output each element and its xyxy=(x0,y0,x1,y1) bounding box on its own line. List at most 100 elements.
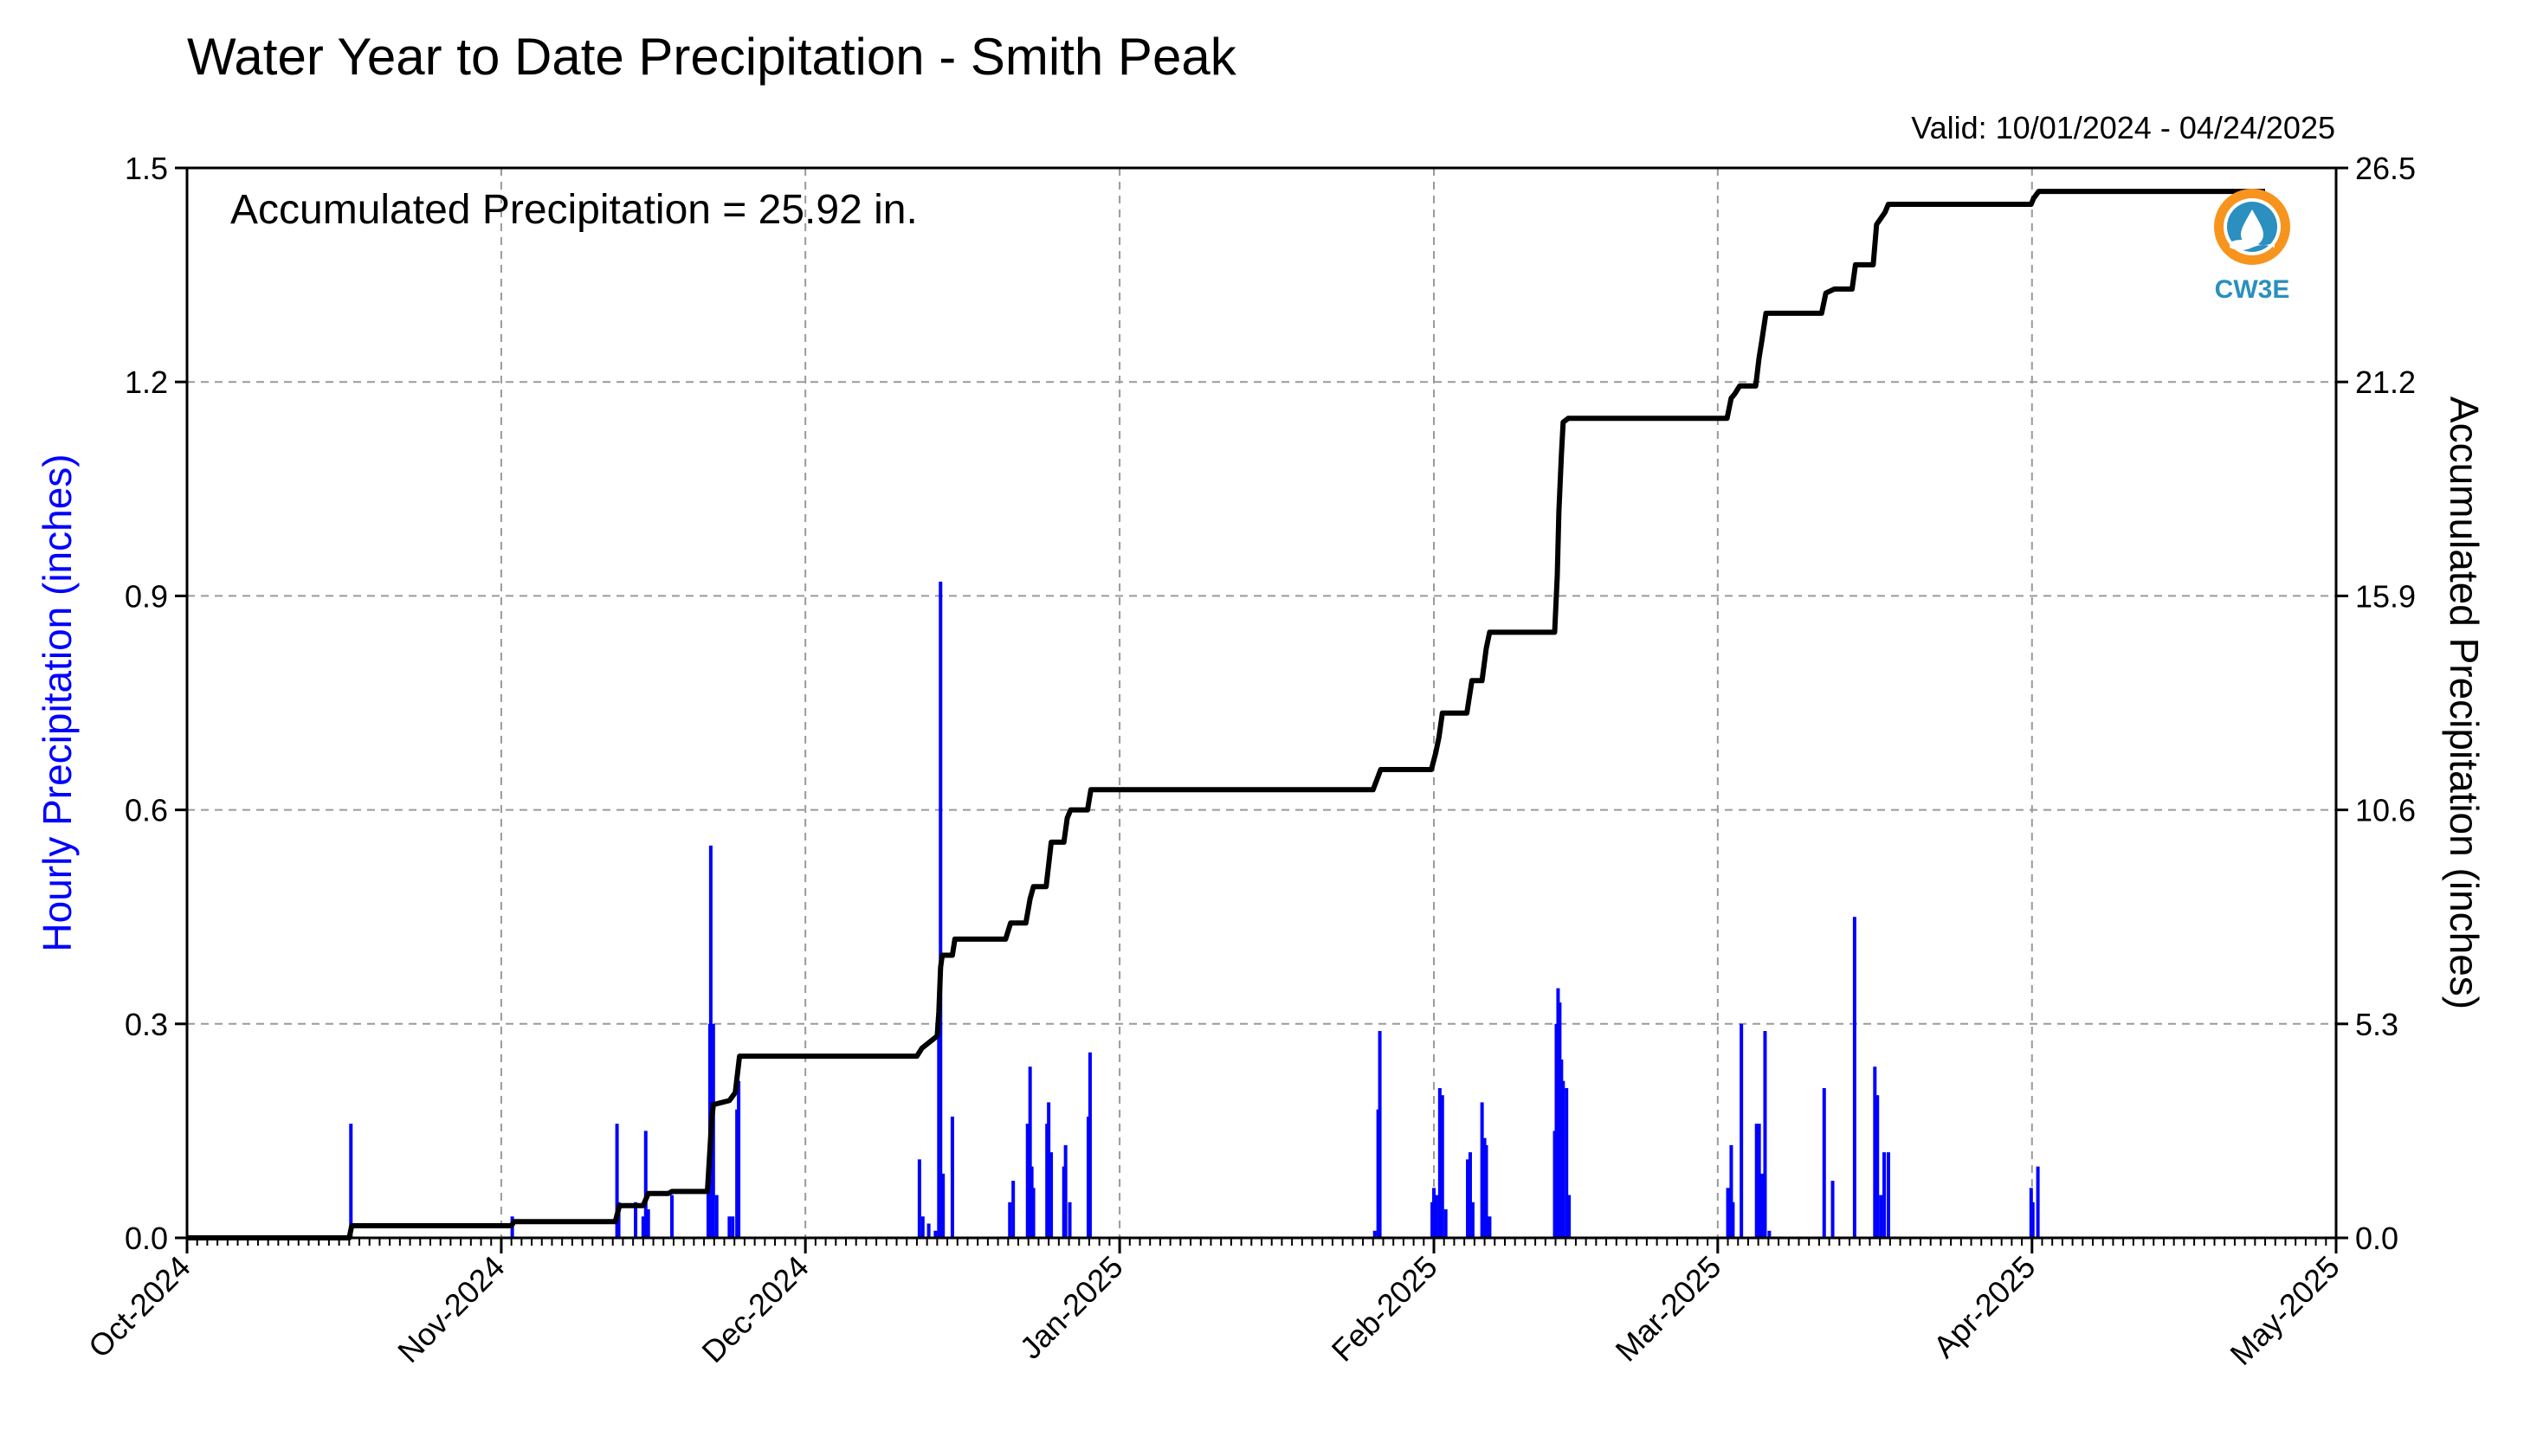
y-right-tick-label: 15.9 xyxy=(2355,578,2416,614)
y-left-tick-label: 0.6 xyxy=(125,793,168,828)
x-tick-label: Nov-2024 xyxy=(391,1249,511,1369)
x-tick-label: Dec-2024 xyxy=(694,1249,815,1369)
hourly-bar xyxy=(1063,1144,1068,1238)
hourly-bar xyxy=(727,1216,732,1238)
x-tick-label: Mar-2025 xyxy=(1609,1249,1728,1369)
hourly-bar xyxy=(1729,1144,1733,1238)
hourly-bar xyxy=(1484,1144,1488,1238)
hourly-bars xyxy=(349,581,2040,1238)
y-right-tick-label: 26.5 xyxy=(2355,151,2416,186)
hourly-bar xyxy=(1488,1216,1492,1238)
hourly-bar xyxy=(1763,1031,1767,1238)
hourly-bar xyxy=(1025,1124,1030,1238)
x-tick-label: Feb-2025 xyxy=(1325,1249,1444,1369)
valid-date-range: Valid: 10/01/2024 - 04/24/2025 xyxy=(1911,110,2335,145)
hourly-bar xyxy=(646,1209,650,1238)
hourly-bar xyxy=(1875,1095,1880,1238)
x-tick-label: Jan-2025 xyxy=(1013,1249,1130,1366)
hourly-bar xyxy=(737,1080,741,1238)
hourly-bar xyxy=(1740,1023,1744,1238)
hourly-bar xyxy=(1759,1173,1764,1238)
hourly-bar xyxy=(714,1195,719,1238)
hourly-bar xyxy=(950,1116,954,1238)
hourly-bar xyxy=(920,1216,925,1238)
y-left-tick-label: 1.5 xyxy=(125,151,168,186)
hourly-bar xyxy=(1567,1195,1572,1238)
accumulated-annotation: Accumulated Precipitation = 25.92 in. xyxy=(230,187,918,233)
y-left-tick-label: 0.0 xyxy=(125,1221,168,1256)
cw3e-logo-icon: CW3E xyxy=(2214,189,2290,304)
hourly-bar xyxy=(1443,1209,1448,1238)
chart-title: Water Year to Date Precipitation - Smith… xyxy=(187,28,1237,86)
hourly-bar xyxy=(1008,1202,1012,1238)
hourly-bar xyxy=(634,1202,638,1238)
accumulated-line xyxy=(187,189,2265,1240)
hourly-bar xyxy=(1480,1102,1484,1238)
hourly-bar xyxy=(1561,1080,1565,1238)
hourly-bar xyxy=(1068,1202,1072,1238)
hourly-bar xyxy=(1767,1230,1772,1238)
hourly-bar xyxy=(1873,1066,1877,1238)
accumulated-line-layer xyxy=(187,189,2265,1240)
hourly-bar xyxy=(1879,1195,1883,1238)
hourly-bar xyxy=(1468,1152,1472,1238)
hourly-bar xyxy=(933,1230,938,1238)
hourly-bar xyxy=(1470,1202,1475,1238)
hourly-bar xyxy=(1432,1188,1436,1238)
hourly-bar xyxy=(1049,1152,1054,1238)
y-axis-right-label: Accumulated Precipitation (inches) xyxy=(2442,396,2487,1009)
hourly-bar xyxy=(1378,1031,1382,1238)
hourly-bar xyxy=(1852,917,1856,1238)
tick-labels: 0.0 0.3 0.6 0.9 1.2 1.5 0.0 5.3 10.6 15.9 21.2 26.5… xyxy=(81,151,2416,1372)
hourly-bar xyxy=(643,1131,648,1238)
hourly-bar xyxy=(641,1216,645,1238)
hourly-bar xyxy=(1754,1124,1759,1238)
plot-frame xyxy=(185,166,2338,1240)
axis-ticks xyxy=(175,166,2348,1253)
x-tick-label: May-2025 xyxy=(2223,1249,2346,1372)
hourly-bar xyxy=(1372,1230,1377,1238)
hourly-bar xyxy=(926,1223,931,1238)
hourly-bar xyxy=(708,845,713,1238)
hourly-bar xyxy=(670,1195,675,1238)
hourly-bar xyxy=(1011,1181,1016,1238)
hourly-bar xyxy=(615,1124,619,1238)
hourly-bar xyxy=(939,581,943,1238)
y-right-tick-label: 0.0 xyxy=(2355,1221,2398,1256)
grid xyxy=(187,168,2336,1238)
hourly-bar xyxy=(1822,1087,1826,1238)
y-right-tick-label: 21.2 xyxy=(2355,364,2416,400)
hourly-bar xyxy=(349,1124,353,1238)
hourly-bar xyxy=(1437,1087,1442,1238)
hourly-bar xyxy=(616,1202,621,1238)
hourly-bar xyxy=(1726,1188,1730,1238)
hourly-bar xyxy=(1830,1181,1835,1238)
y-right-tick-label: 10.6 xyxy=(2355,793,2416,828)
hourly-bar xyxy=(917,1159,921,1238)
logo-text: CW3E xyxy=(2215,275,2290,304)
hourly-bar xyxy=(731,1216,735,1238)
hourly-bar xyxy=(1088,1052,1092,1238)
hourly-bar xyxy=(1028,1066,1032,1238)
hourly-bar xyxy=(2036,1166,2040,1238)
y-left-tick-label: 1.2 xyxy=(125,364,168,400)
y-left-tick-label: 0.9 xyxy=(125,578,168,614)
x-tick-label: Apr-2025 xyxy=(1927,1249,2043,1365)
hourly-bar xyxy=(1466,1159,1470,1238)
hourly-bar xyxy=(1565,1087,1569,1238)
hourly-bar xyxy=(1031,1188,1036,1238)
hourly-bar xyxy=(1886,1152,1890,1238)
hourly-bar xyxy=(941,1173,946,1238)
x-tick-label: Oct-2024 xyxy=(81,1249,197,1365)
y-left-tick-label: 0.3 xyxy=(125,1007,168,1042)
y-right-tick-label: 5.3 xyxy=(2355,1007,2398,1042)
hourly-bar xyxy=(2030,1202,2035,1238)
hourly-bar xyxy=(1047,1102,1051,1238)
hourly-bar xyxy=(1440,1095,1444,1238)
y-axis-left-label: Hourly Precipitation (inches) xyxy=(35,454,80,951)
hourly-bar xyxy=(1882,1152,1887,1238)
hourly-bar xyxy=(1434,1195,1438,1238)
hourly-bar xyxy=(1731,1202,1735,1238)
hourly-bar xyxy=(1757,1124,1761,1238)
